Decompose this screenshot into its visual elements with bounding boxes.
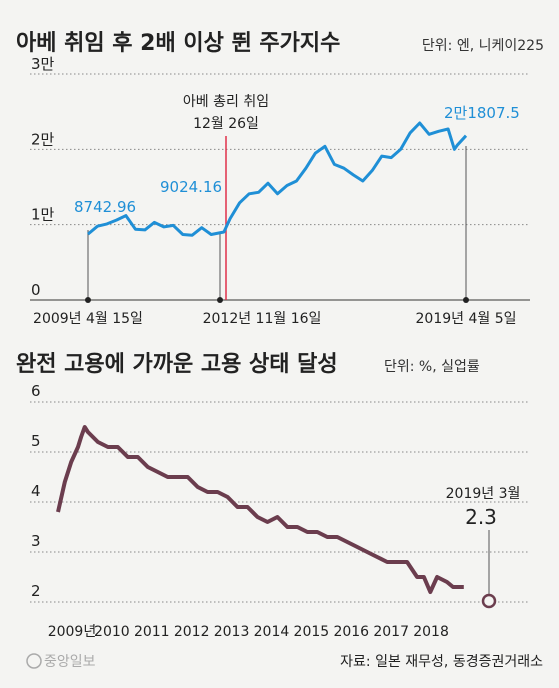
chart1-y-tick-label: 1만 [31, 206, 55, 224]
x-tick-dot-start [85, 297, 91, 303]
brand-logo-icon [26, 653, 42, 669]
chart2-series-line [56, 425, 464, 594]
chart1-x-tick-labels: 2009년 4월 15일 2012년 11월 16일 2019년 4월 5일 [33, 311, 516, 327]
chart2-x-tick-label: 2017 [373, 624, 409, 640]
chart2-x-tick-label: 2015 [294, 624, 330, 640]
chart2-x-tick-label: 2010 [94, 624, 130, 640]
chart2-y-tick-label: 2 [31, 582, 41, 600]
chart1-y-tick-label: 2만 [31, 130, 55, 148]
chart2-y-tick-label: 4 [31, 482, 41, 500]
chart2-x-tick-label: 2011 [134, 624, 170, 640]
value-label-end: 2만1807.5 [444, 104, 520, 122]
chart1-y-ticks: 3만 2만 1만 0 [31, 55, 55, 299]
chart2-x-tick-label: 2014 [254, 624, 290, 640]
footer-brand: 중앙일보 [26, 653, 96, 670]
chart2-x-tick-label: 2013 [214, 624, 250, 640]
chart2-title: 완전 고용에 가까운 고용 상태 달성 [16, 352, 338, 377]
chart2-y-tick-label: 6 [31, 382, 41, 400]
chart2-x-tick-label: 2012 [174, 624, 210, 640]
x-tick-label-start: 2009년 4월 15일 [33, 311, 143, 327]
x-tick-dot-end [463, 297, 469, 303]
event-label-line2: 12월 26일 [193, 116, 259, 132]
chart1-event-marker: 아베 총리 취임 12월 26일 [183, 94, 269, 300]
chart1-drop-lines [87, 146, 467, 300]
chart1-unit-note: 단위: 엔, 니케이225 [422, 38, 544, 54]
chart1-gridlines [30, 73, 530, 226]
event-label-line1: 아베 총리 취임 [183, 94, 269, 110]
x-tick-label-mid: 2012년 11월 16일 [203, 311, 322, 327]
chart1-title: 아베 취임 후 2배 이상 뛴 주가지수 [16, 31, 340, 56]
footer-source: 자료: 일본 재무성, 동경증권거래소 [340, 654, 543, 670]
chart2-unit-note: 단위: %, 실업률 [384, 359, 480, 375]
chart2-y-tick-label: 3 [31, 532, 41, 550]
chart2-end-marker [481, 593, 497, 609]
chart2-x-tick-label: 2018 [413, 624, 449, 640]
chart1-y-tick-label: 3만 [31, 55, 55, 73]
chart2-x-tick-label: 2009년 [48, 624, 97, 640]
chart1-value-labels: 8742.96 9024.16 2만1807.5 [74, 104, 520, 216]
value-label-start: 8742.96 [74, 198, 136, 216]
chart1-x-tick-dots [85, 297, 469, 303]
x-tick-label-end: 2019년 4월 5일 [416, 311, 517, 327]
chart2-x-tick-label: 2016 [333, 624, 369, 640]
value-label-mid: 9024.16 [160, 178, 222, 196]
chart2-y-ticks: 6 5 4 3 2 [31, 382, 41, 600]
chart1-series-line [87, 121, 468, 237]
chart2-y-tick-label: 5 [31, 432, 41, 450]
chart1-y-tick-label: 0 [31, 281, 41, 299]
chart2-end-label: 2019년 3월 [446, 486, 521, 502]
chart2-gridlines [30, 401, 530, 603]
brand-name: 중앙일보 [44, 654, 96, 670]
chart2-end-value: 2.3 [465, 505, 497, 529]
x-tick-dot-mid [217, 297, 223, 303]
